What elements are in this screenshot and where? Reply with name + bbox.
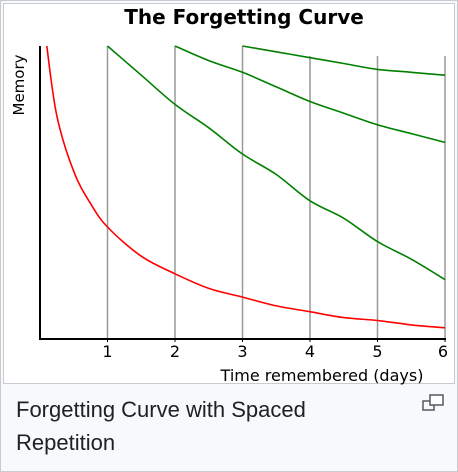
x-axis-label: Time remembered (days) xyxy=(220,366,424,385)
review-curve-line-3 xyxy=(242,45,446,76)
magnify-clip-icon[interactable] xyxy=(422,393,446,413)
x-tick-label: 5 xyxy=(372,342,382,361)
forgetting-curve-line xyxy=(46,45,446,329)
review-curve-line-1 xyxy=(106,45,446,281)
review-curve-line-2 xyxy=(174,45,446,144)
x-tick-label: 6 xyxy=(438,342,448,361)
x-tick-label: 2 xyxy=(170,342,180,361)
x-tick-label: 4 xyxy=(305,342,315,361)
figure-caption: Forgetting Curve with Spaced Repetition xyxy=(16,397,306,455)
x-tick-label: 3 xyxy=(237,342,247,361)
chart-title: The Forgetting Curve xyxy=(124,5,364,29)
x-tick-label: 1 xyxy=(102,342,112,361)
y-axis-label: Memory xyxy=(10,54,28,115)
